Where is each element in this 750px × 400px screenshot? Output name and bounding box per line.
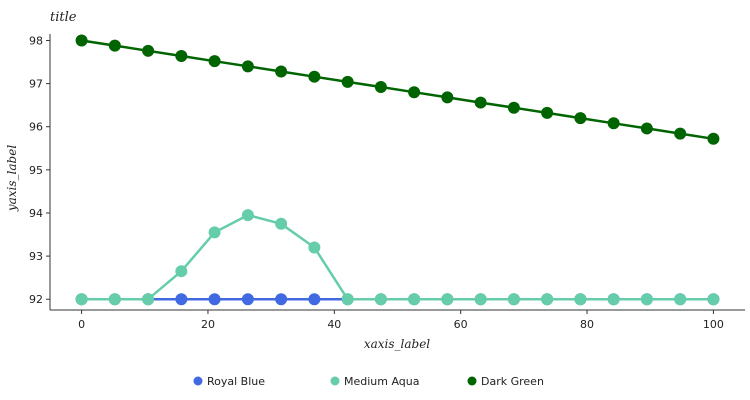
data-point-royal-blue: [208, 293, 221, 306]
y-tick-label: 96: [29, 121, 43, 134]
x-tick-label: 100: [703, 318, 724, 331]
data-point-medium-aqua: [341, 293, 354, 306]
x-tick-label: 20: [201, 318, 215, 331]
y-tick-label: 94: [29, 207, 43, 220]
data-point-medium-aqua: [108, 293, 121, 306]
legend-marker-dark-green: [467, 376, 477, 386]
data-point-medium-aqua: [374, 293, 387, 306]
data-point-dark-green: [108, 39, 121, 52]
data-point-medium-aqua: [275, 217, 288, 230]
data-point-medium-aqua: [707, 293, 720, 306]
y-tick-label: 98: [29, 34, 43, 47]
data-point-dark-green: [507, 101, 520, 114]
data-point-dark-green: [341, 75, 354, 88]
x-tick-label: 0: [78, 318, 85, 331]
y-axis-label: yaxis_label: [5, 145, 19, 212]
y-tick-label: 97: [29, 78, 43, 91]
data-point-royal-blue: [241, 293, 254, 306]
series-line-medium-aqua: [80, 213, 715, 301]
data-point-medium-aqua: [474, 293, 487, 306]
data-point-medium-aqua: [507, 293, 520, 306]
data-point-medium-aqua: [75, 293, 88, 306]
data-point-dark-green: [175, 49, 188, 62]
y-tick-label: 93: [29, 250, 43, 263]
data-point-medium-aqua: [674, 293, 687, 306]
data-point-dark-green: [208, 55, 221, 68]
data-point-dark-green: [308, 70, 321, 83]
data-point-medium-aqua: [175, 265, 188, 278]
data-point-dark-green: [408, 86, 421, 99]
data-point-medium-aqua: [208, 226, 221, 239]
x-tick-label: 60: [454, 318, 468, 331]
data-point-medium-aqua: [574, 293, 587, 306]
chart-title: title: [50, 10, 77, 25]
data-point-medium-aqua: [640, 293, 653, 306]
legend-label-dark-green: Dark Green: [481, 375, 544, 388]
legend-marker-medium-aqua: [330, 376, 340, 386]
data-point-medium-aqua: [241, 209, 254, 222]
data-point-dark-green: [574, 112, 587, 125]
data-point-dark-green: [275, 65, 288, 78]
plot-area: 92 93 94 95 96 97 98 0 20 40 60 80 100: [29, 34, 745, 331]
data-point-royal-blue: [275, 293, 288, 306]
legend-label-medium-aqua: Medium Aqua: [344, 375, 420, 388]
data-point-medium-aqua: [607, 293, 620, 306]
data-point-dark-green: [241, 60, 254, 73]
legend-label-royal-blue: Royal Blue: [207, 375, 265, 388]
y-tick-label: 95: [29, 164, 43, 177]
data-point-medium-aqua: [441, 293, 454, 306]
data-point-royal-blue: [175, 293, 188, 306]
data-point-dark-green: [374, 81, 387, 94]
legend: Royal Blue Medium Aqua Dark Green: [193, 375, 544, 388]
data-point-dark-green: [474, 96, 487, 109]
data-point-medium-aqua: [308, 241, 321, 254]
data-point-dark-green: [607, 117, 620, 130]
data-point-medium-aqua: [408, 293, 421, 306]
data-point-dark-green: [142, 44, 155, 57]
y-tick-label: 92: [29, 293, 43, 306]
data-point-dark-green: [640, 122, 653, 135]
data-point-medium-aqua: [142, 293, 155, 306]
x-tick-label: 40: [327, 318, 341, 331]
data-point-dark-green: [707, 132, 720, 145]
data-point-dark-green: [441, 91, 454, 104]
x-tick-label: 80: [580, 318, 594, 331]
data-point-royal-blue: [308, 293, 321, 306]
data-point-medium-aqua: [541, 293, 554, 306]
data-point-dark-green: [75, 34, 88, 47]
data-point-dark-green: [674, 127, 687, 140]
legend-marker-royal-blue: [193, 376, 203, 386]
x-axis-label: xaxis_label: [364, 337, 430, 351]
data-point-dark-green: [541, 106, 554, 119]
